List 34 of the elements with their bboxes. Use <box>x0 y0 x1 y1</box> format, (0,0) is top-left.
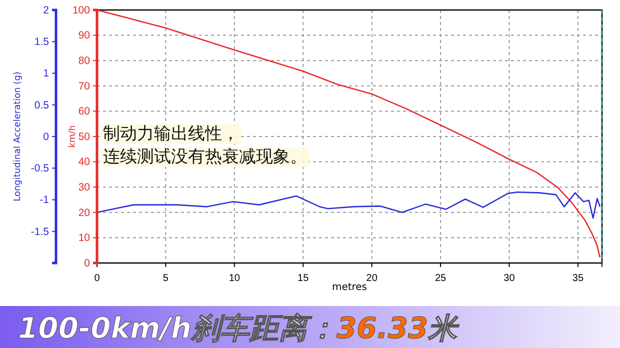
y2-tick-label: 30 <box>78 181 90 194</box>
y-axis-title: Longitudinal Acceleration (g) <box>13 72 23 202</box>
y2-tick-label: 20 <box>78 206 90 219</box>
y2-tick-label: 60 <box>78 106 90 118</box>
x-tick-label: 30 <box>504 273 516 284</box>
y2-tick-label: 50 <box>78 130 90 143</box>
y2-tick-label: 70 <box>78 80 90 92</box>
x-axis-title: metres <box>332 282 368 293</box>
y-tick-label: 1 <box>43 68 50 80</box>
y2-tick-label: 0 <box>84 257 90 270</box>
y2-tick-label: 100 <box>72 4 90 16</box>
x-tick-label: 10 <box>228 273 240 284</box>
y-tick-label: -1.5 <box>30 226 50 238</box>
y2-tick-label: 40 <box>78 156 90 168</box>
x-tick-label: 15 <box>298 273 310 284</box>
y2-tick-label: 80 <box>78 54 90 67</box>
y-tick-label: -0.5 <box>30 162 50 174</box>
y-tick-label: 2 <box>43 4 50 16</box>
x-tick-label: 5 <box>162 273 169 284</box>
x-tick-label: 0 <box>94 273 100 284</box>
x-tick-label: 35 <box>572 273 584 284</box>
y-tick-label: -1 <box>40 194 50 206</box>
y-tick-label: 1.5 <box>34 36 50 48</box>
y-tick-label: 0.5 <box>34 99 50 112</box>
y2-tick-label: 10 <box>78 232 90 244</box>
annotation: 制动力输出线性， <box>103 124 239 144</box>
y2-axis-title: km/h <box>68 125 78 148</box>
x-tick-label: 20 <box>366 273 378 284</box>
annotation: 连续测试没有热衰减现象。 <box>103 147 307 167</box>
text: 100-0km/h刹车距离：36.33米 <box>18 311 460 345</box>
line-series <box>96 192 601 219</box>
y-tick-label: 0 <box>43 130 50 143</box>
y2-tick-label: 90 <box>78 30 90 42</box>
x-tick-label: 25 <box>434 273 447 284</box>
